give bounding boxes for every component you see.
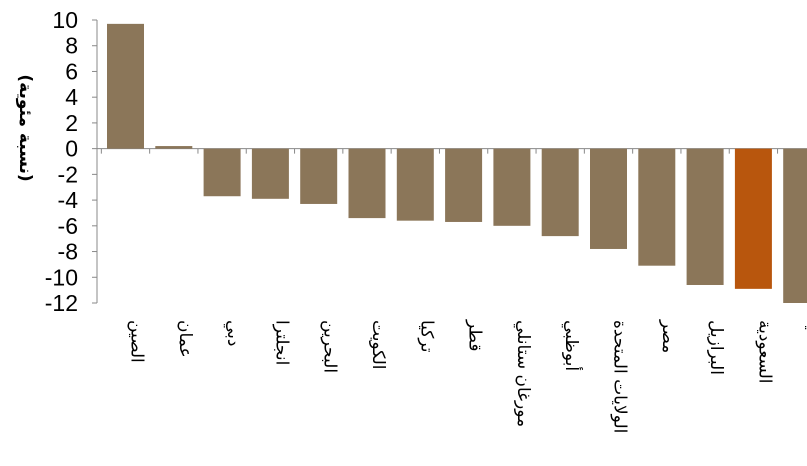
y-tick-label: 4: [65, 84, 78, 110]
y-tick-label: 2: [65, 110, 78, 136]
category-label: الكويت: [368, 320, 388, 370]
category-label: السعودية: [754, 320, 774, 383]
bar: [686, 148, 724, 285]
bar: [203, 148, 241, 197]
y-tick-label: 6: [65, 58, 78, 84]
y-tick-label: -2: [58, 161, 78, 187]
bar: [300, 148, 338, 204]
category-label: أبوظبي: [561, 320, 583, 371]
bar: [396, 148, 434, 221]
y-tick-label: 0: [65, 136, 78, 162]
y-tick-label: -10: [45, 264, 78, 290]
bar: [348, 148, 386, 219]
y-tick-label: 8: [65, 33, 78, 59]
category-label: انجلترا: [271, 320, 291, 365]
bar: [155, 146, 193, 149]
bar: [251, 148, 289, 199]
bar: [445, 148, 483, 222]
category-labels: الصين عمان دبي انجلترا البحرين الكويت تركيا قطر…: [127, 319, 807, 433]
bar: [493, 148, 531, 226]
category-label: تركيا: [416, 320, 436, 353]
bar: [783, 148, 807, 303]
category-label: مورغان ستانلي: [513, 320, 533, 427]
category-label: البحرين: [320, 320, 340, 373]
y-tick-label: -12: [45, 290, 78, 316]
y-tick-label: -8: [58, 239, 78, 265]
category-label: عمان: [175, 320, 195, 358]
y-axis-label: (نسبة مئوية): [15, 74, 35, 181]
y-axis-label-group: (نسبة مئوية): [15, 74, 35, 181]
bar: [107, 23, 144, 149]
y-tick-label: -4: [58, 187, 79, 213]
category-label: مصر: [658, 319, 678, 353]
category-label: قطر: [465, 319, 485, 351]
bar: [541, 148, 579, 237]
category-label: ألمانيا: [803, 320, 807, 360]
category-label: الصين: [127, 320, 147, 363]
bars: [107, 23, 807, 303]
category-label: دبي: [223, 320, 243, 346]
category-label: البرازيل: [706, 320, 726, 375]
y-tick-label: 10: [52, 7, 78, 33]
bar: [734, 148, 772, 289]
bar: [638, 148, 676, 266]
category-label: الولايات المتحدة: [610, 320, 630, 433]
bar: [590, 148, 627, 249]
y-tick-label: -6: [58, 213, 78, 239]
